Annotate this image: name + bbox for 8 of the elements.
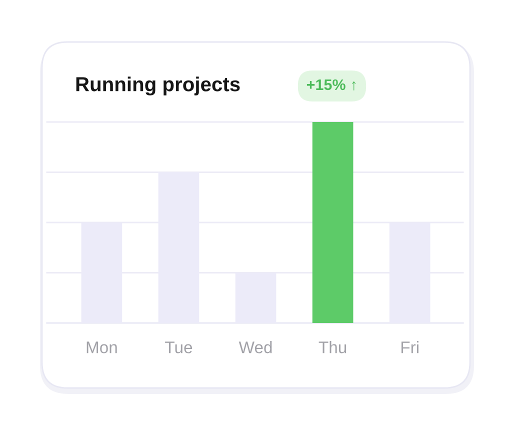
bar xyxy=(312,122,354,323)
x-tick-label: Tue xyxy=(165,342,192,354)
x-tick-label: Wed xyxy=(238,341,272,354)
chart-title: Running projects xyxy=(76,76,240,96)
x-tick-label: Fri xyxy=(401,341,418,354)
x-tick-label: Thu xyxy=(318,341,346,354)
text: +15% ↑ xyxy=(306,79,356,90)
x-tick-label: Mon xyxy=(86,342,117,354)
